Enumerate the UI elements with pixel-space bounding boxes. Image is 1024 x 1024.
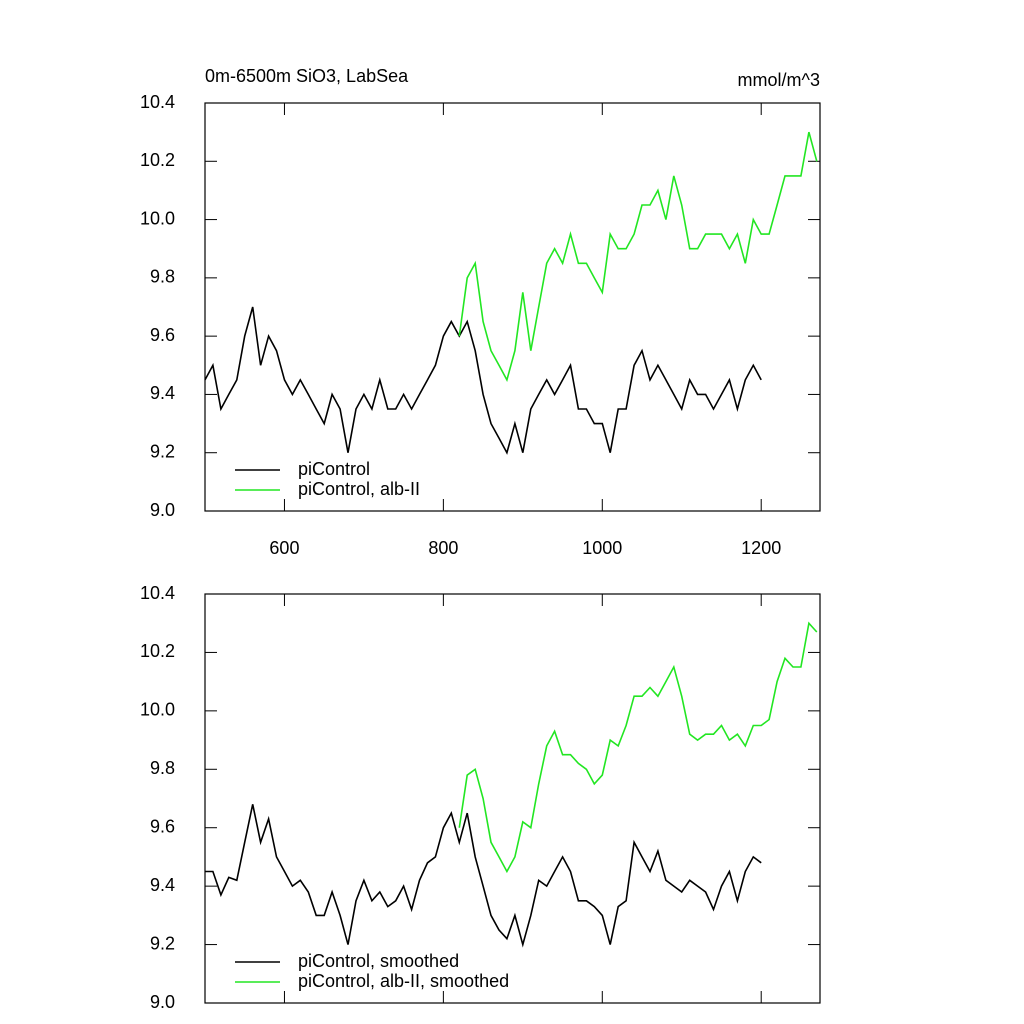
- data-line: [204, 306, 762, 455]
- y-tick-label: 9.6: [150, 325, 175, 345]
- chart-title: 0m-6500m SiO3, LabSea: [205, 66, 409, 86]
- data-line: [205, 804, 762, 948]
- x-tick-label: 1000: [582, 538, 622, 558]
- data-line: [458, 131, 818, 383]
- y-tick-label: 10.2: [140, 150, 175, 170]
- plot-frame: [204, 593, 821, 1004]
- x-tick-label: 1200: [741, 538, 781, 558]
- legend-label: piControl, smoothed: [298, 951, 459, 971]
- units-label: mmol/m^3: [738, 70, 820, 90]
- y-tick-label: 9.0: [150, 992, 175, 1012]
- y-tick-label: 9.4: [150, 875, 175, 895]
- y-tick-label: 9.6: [150, 816, 175, 836]
- legend-label: piControl, alb-II: [298, 479, 420, 499]
- legend-label: piControl: [298, 459, 370, 479]
- plot-frame: [204, 102, 821, 512]
- y-tick-label: 10.2: [140, 641, 175, 661]
- y-tick-label: 9.2: [150, 441, 175, 461]
- y-tick-label: 9.8: [150, 758, 175, 778]
- y-tick-label: 9.2: [150, 933, 175, 953]
- x-tick-label: 800: [428, 538, 458, 558]
- y-tick-label: 9.8: [150, 267, 175, 287]
- legend-label: piControl, alb-II, smoothed: [298, 971, 509, 991]
- y-tick-label: 10.4: [140, 583, 175, 603]
- y-tick-label: 9.0: [150, 500, 175, 520]
- x-tick-label: 600: [269, 538, 299, 558]
- y-tick-label: 10.0: [140, 208, 175, 228]
- y-tick-label: 10.0: [140, 700, 175, 720]
- y-tick-label: 9.4: [150, 383, 175, 403]
- y-tick-label: 10.4: [140, 92, 175, 112]
- data-line: [458, 621, 818, 874]
